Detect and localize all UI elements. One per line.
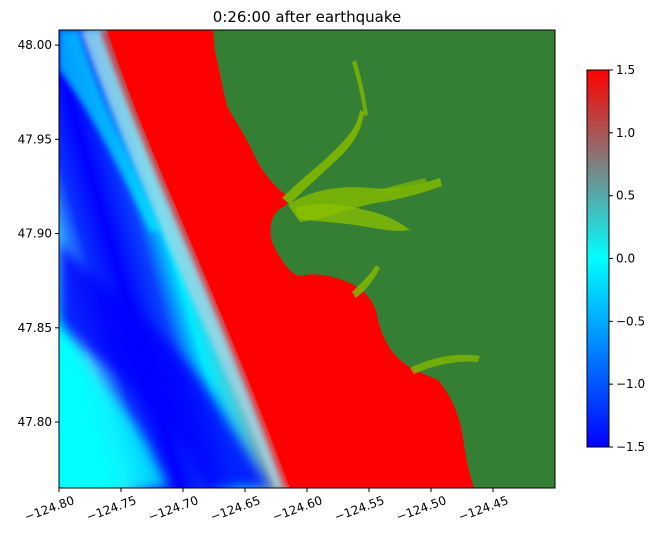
colorbar-gradient	[586, 69, 610, 448]
offshore-streak	[59, 30, 160, 232]
inundation-estuary-south	[410, 354, 480, 374]
colorbar-tick-label: −1.5	[616, 440, 645, 454]
colorbar: −1.5 −1.0 −0.5 0.0 0.5 1.0 1.5	[586, 63, 645, 454]
inundation-creek-east	[380, 178, 427, 195]
x-tick-label: −124.80	[22, 493, 76, 524]
x-tick-label: −124.45	[456, 493, 510, 524]
blue-trough-band	[59, 240, 272, 488]
x-tick-label: −124.70	[146, 493, 200, 524]
positive-wave-fringe	[100, 30, 298, 488]
colorbar-tick-label: −0.5	[616, 314, 645, 328]
colorbar-tick-label: 0.0	[616, 252, 635, 266]
cyan-band	[59, 340, 168, 488]
y-tick-label: 47.85	[18, 321, 52, 335]
chart-title: 0:26:00 after earthquake	[213, 8, 401, 26]
x-tick-label: −124.65	[208, 493, 262, 524]
y-axis: 47.80 47.85 47.90 47.95 48.00	[18, 38, 59, 429]
inundation-upper-stream	[352, 60, 368, 116]
inundation-river-north	[282, 110, 364, 204]
x-tick-label: −124.75	[84, 493, 138, 524]
inundation-bay	[295, 203, 410, 231]
colorbar-tick-label: 1.0	[616, 126, 635, 140]
y-tick-label: 47.80	[18, 415, 52, 429]
land-mass	[213, 30, 555, 488]
x-tick-label: −124.60	[270, 493, 324, 524]
x-axis: −124.80 −124.75 −124.70 −124.65 −124.60 −124.…	[22, 488, 510, 524]
coastal-red-strip	[450, 420, 472, 488]
inundation-river-south	[352, 265, 380, 298]
x-tick-label: −124.50	[394, 493, 448, 524]
x-tick-label: −124.55	[332, 493, 386, 524]
plot-area	[59, 30, 555, 488]
y-tick-label: 48.00	[18, 38, 52, 52]
colorbar-tick-label: −1.0	[616, 377, 645, 391]
y-tick-label: 47.95	[18, 132, 52, 146]
colorbar-ticks: −1.5 −1.0 −0.5 0.0 0.5 1.0 1.5	[609, 63, 645, 454]
y-tick-label: 47.90	[18, 227, 52, 241]
colorbar-tick-label: 1.5	[616, 63, 635, 77]
nearshore-light-band	[80, 30, 290, 488]
positive-wave-zone	[107, 30, 490, 488]
colorbar-tick-label: 0.5	[616, 189, 635, 203]
